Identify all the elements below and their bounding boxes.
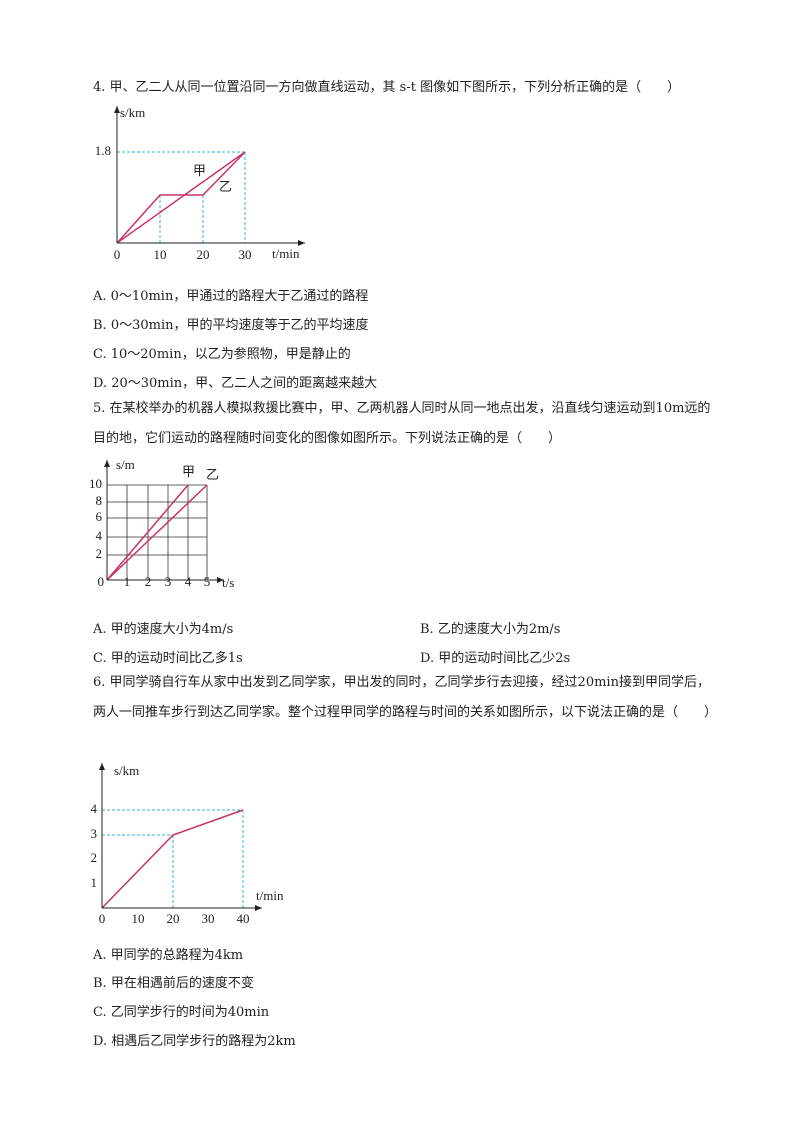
- x-tick-label: 20: [167, 911, 180, 926]
- guide-lines: [102, 809, 244, 908]
- x-tick-label: 0: [114, 247, 121, 262]
- question-stem: 6. 甲同学骑自行车从家中出发到乙同学家，甲出发的同时，乙同学步行去迎接，经过2…: [93, 668, 718, 728]
- y-tick-label: 1: [91, 875, 98, 890]
- y-axis-label: s/m: [116, 457, 135, 472]
- line-jia: [106, 484, 189, 581]
- x-tick-label: 3: [165, 574, 172, 589]
- y-axis-label: s/km: [120, 105, 145, 120]
- x-tick-label: 30: [202, 911, 215, 926]
- option: C. 甲的运动时间比乙多1s: [93, 651, 243, 666]
- x-axis-label: t/min: [256, 888, 284, 903]
- line-label: 甲: [182, 464, 195, 479]
- y-tick-label: 2: [96, 546, 103, 561]
- y-tick-label: 1.8: [95, 143, 111, 158]
- x-tick-label: 5: [204, 574, 211, 589]
- question-stem: 5. 在某校举办的机器人模拟救援比赛中，甲、乙两机器人同时从同一地点出发，沿直线…: [93, 394, 715, 454]
- option: B. 乙的速度大小为2m/s: [420, 622, 561, 637]
- line-yi: [116, 151, 246, 244]
- figure-5: s/m t/s 2 4 6 8 10 0 1 2 3 4 5 甲 乙: [89, 457, 234, 590]
- option: D. 20～30min，甲、乙二人之间的距离越来越大: [93, 376, 378, 391]
- x-tick-label: 40: [237, 911, 250, 926]
- y-tick-label: 2: [91, 850, 98, 865]
- y-tick-label: 8: [96, 493, 103, 508]
- x-tick-label: 0: [99, 911, 106, 926]
- question-number: 6.: [93, 675, 106, 690]
- x-tick-label: 2: [145, 574, 152, 589]
- x-tick-label: 20: [197, 247, 210, 262]
- option: A. 甲的速度大小为4m/s: [93, 622, 234, 637]
- option: B. 甲在相遇前后的速度不变: [93, 976, 254, 991]
- option: D. 相遇后乙同学步行的路程为2km: [93, 1034, 296, 1049]
- x-tick-label: 0: [98, 574, 105, 589]
- y-tick-label: 4: [96, 528, 103, 543]
- figure-4: s/km t/min 1.8 0 10 20 30 甲 乙: [95, 105, 305, 262]
- y-tick-label: 10: [89, 476, 102, 491]
- line-label: 乙: [206, 467, 219, 482]
- option: D. 甲的运动时间比乙少2s: [420, 651, 571, 666]
- x-tick-label: 10: [154, 247, 167, 262]
- x-tick-label: 4: [185, 574, 192, 589]
- question-number: 4.: [93, 80, 106, 95]
- x-axis-label: t/min: [272, 246, 300, 261]
- y-tick-label: 3: [91, 826, 98, 841]
- stem-text: 甲、乙二人从同一位置沿同一方向做直线运动，其 s-t 图像如下图所示，下列分析正…: [109, 80, 681, 95]
- option: C. 乙同学步行的时间为40min: [93, 1005, 270, 1020]
- x-tick-label: 30: [239, 247, 252, 262]
- option: A. 0～10min，甲通过的路程大于乙通过的路程: [93, 289, 369, 304]
- y-tick-label: 4: [91, 801, 98, 816]
- line-jia: [116, 151, 246, 244]
- y-tick-label: 6: [96, 509, 103, 524]
- stem-text: 在某校举办的机器人模拟救援比赛中，甲、乙两机器人同时从同一地点出发，沿直线匀速运…: [93, 401, 711, 446]
- line-label: 乙: [219, 179, 232, 194]
- y-axis-label: s/km: [114, 763, 139, 778]
- line-jia: [101, 809, 244, 909]
- x-axis-label: t/s: [222, 575, 234, 590]
- x-tick-label: 1: [124, 574, 131, 589]
- option: C. 10～20min，以乙为参照物，甲是静止的: [93, 347, 351, 362]
- question-stem: 4. 甲、乙二人从同一位置沿同一方向做直线运动，其 s-t 图像如下图所示，下列…: [93, 73, 715, 103]
- line-yi: [106, 484, 208, 581]
- question-number: 5.: [93, 401, 106, 416]
- stem-text: 甲同学骑自行车从家中出发到乙同学家，甲出发的同时，乙同学步行去迎接，经过20mi…: [93, 675, 718, 720]
- figure-6: s/km t/min 1 2 3 4 0 10 20 30 40: [91, 763, 284, 926]
- option: B. 0～30min，甲的平均速度等于乙的平均速度: [93, 318, 369, 333]
- line-label: 甲: [193, 163, 206, 178]
- option: A. 甲同学的总路程为4km: [93, 948, 244, 963]
- x-tick-label: 10: [132, 911, 145, 926]
